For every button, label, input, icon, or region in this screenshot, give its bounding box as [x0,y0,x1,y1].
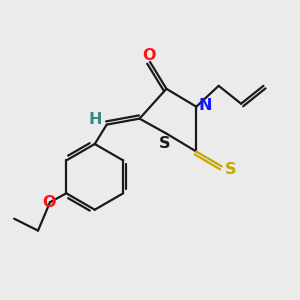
Text: N: N [199,98,212,113]
Text: S: S [159,136,171,151]
Text: S: S [225,162,236,177]
Text: H: H [88,112,102,127]
Text: O: O [43,195,56,210]
Text: O: O [142,48,155,63]
